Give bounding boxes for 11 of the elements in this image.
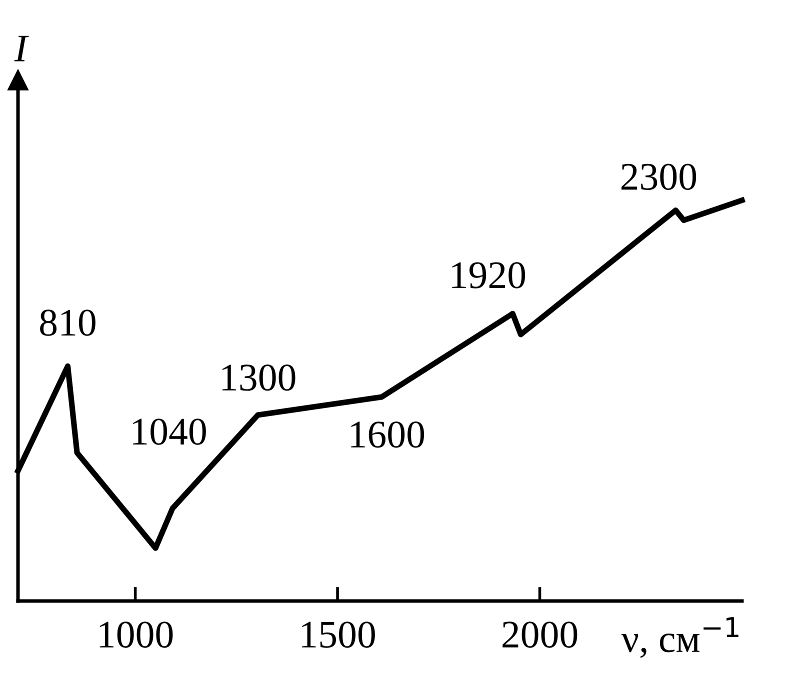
annotation: 810	[40, 310, 96, 336]
y-axis-title: I	[14, 36, 29, 62]
x-axis-title: ν, см$^{−1}$	[622, 617, 738, 658]
annotation: 1920	[452, 262, 526, 288]
annotation: 1600	[351, 422, 424, 448]
annotation: 1300	[222, 364, 296, 391]
x-tick-label: 1000	[100, 622, 173, 648]
x-tick-label: 1500	[302, 622, 375, 648]
x-tick-label: 2000	[502, 622, 578, 648]
annotation: 2300	[621, 164, 696, 190]
annotation: 1040	[133, 418, 206, 445]
